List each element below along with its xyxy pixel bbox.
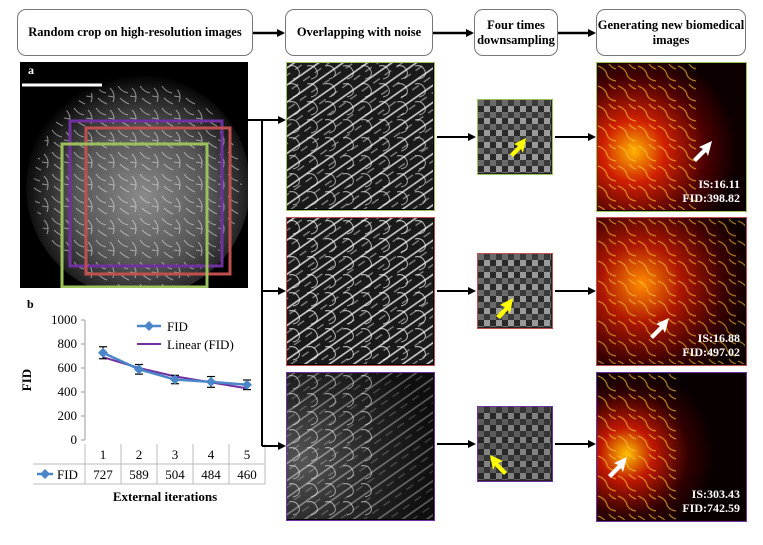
downsampled-image-2	[477, 253, 553, 329]
noise-image-svg	[287, 373, 433, 519]
legend-label-linear: Linear (FID)	[167, 337, 234, 352]
downsampled-image-1	[477, 99, 553, 175]
downsampled-image-3	[477, 406, 553, 482]
y-tick-label: 200	[58, 408, 78, 423]
generated-metrics-3: IS:303.43 FID:742.59	[682, 487, 740, 515]
stage-box-crop: Random crop on high-resolution images	[17, 9, 253, 56]
yellow-arrow	[496, 298, 513, 319]
table-cell-value: 727	[93, 467, 113, 482]
table-cell-value: 589	[129, 467, 149, 482]
x-category-label: 2	[136, 447, 143, 462]
generated-image-3: IS:303.43 FID:742.59	[596, 372, 747, 522]
stage-box-downsampling: Four times downsampling	[474, 9, 558, 56]
yellow-arrow	[490, 455, 507, 475]
fid-point	[242, 379, 252, 390]
table-cell-value: 484	[201, 467, 221, 482]
generated-image-2: IS:16.88 FID:497.02	[596, 217, 747, 366]
downsampled-svg	[478, 407, 551, 480]
yellow-arrow	[510, 138, 526, 157]
y-tick-label: 600	[58, 360, 78, 375]
legend-marker-fid	[144, 321, 154, 331]
x-category-label: 5	[244, 447, 251, 462]
x-axis-title: External iterations	[113, 489, 217, 504]
downsampled-svg	[478, 254, 551, 327]
fid-point	[98, 347, 108, 358]
stage-box-noise: Overlapping with noise	[285, 9, 433, 56]
y-tick-label: 800	[58, 336, 78, 351]
generated-metrics-2: IS:16.88 FID:497.02	[682, 331, 740, 359]
source-image: a	[20, 62, 248, 288]
fid-point	[206, 376, 216, 387]
generated-svg	[597, 218, 745, 364]
stage-label: Random crop on high-resolution images	[28, 25, 242, 39]
noise-image-svg	[287, 63, 433, 209]
noise-image-svg	[287, 218, 433, 364]
stage-label: Generating new biomedical images	[597, 17, 745, 47]
is-score: IS:16.88	[697, 331, 740, 345]
table-legend-marker	[40, 469, 50, 479]
stage-label: Four times downsampling	[477, 17, 555, 47]
generated-svg	[597, 63, 745, 210]
x-category-label: 4	[208, 447, 215, 462]
generated-metrics-1: IS:16.11 FID:398.82	[682, 177, 740, 205]
noise-image-3	[286, 372, 435, 521]
crop-box-red	[84, 126, 232, 276]
fid-point	[134, 364, 144, 375]
is-score: IS:16.11	[698, 177, 740, 191]
noise-image-1	[286, 62, 435, 211]
table-cell-value: 460	[237, 467, 257, 482]
y-tick-label: 0	[71, 432, 78, 447]
chart-marks: FID Linear (FID)	[98, 319, 252, 391]
fid-score: FID:497.02	[682, 345, 740, 359]
crop-box-purple	[68, 119, 224, 268]
y-tick-label: 400	[58, 384, 78, 399]
generated-image-1: IS:16.11 FID:398.82	[596, 62, 747, 212]
downsampled-svg	[478, 100, 551, 173]
source-image-svg	[22, 74, 248, 288]
fid-score: FID:398.82	[682, 191, 740, 205]
panel-label-a: a	[28, 63, 34, 77]
white-arrow	[650, 318, 669, 339]
x-category-label: 1	[100, 447, 107, 462]
y-tick-label: 1000	[51, 312, 77, 327]
chart-axes: 0 200 400 600 800 1000 FID	[19, 312, 86, 447]
table-row-label: FID	[57, 467, 78, 482]
white-arrow	[693, 141, 712, 162]
stage-label: Overlapping with noise	[296, 25, 422, 39]
white-arrow	[608, 457, 627, 478]
fid-score: FID:742.59	[682, 501, 740, 515]
crop-box-green	[60, 142, 209, 288]
panel-label-b: b	[27, 297, 34, 311]
generated-svg	[597, 373, 745, 520]
legend-label-fid: FID	[167, 319, 188, 334]
table-cell-value: 504	[165, 467, 185, 482]
y-axis-title: FID	[19, 369, 34, 391]
fid-chart: 0 200 400 600 800 1000 FID FID Linear (FID) 1 2 3…	[19, 312, 266, 504]
noise-image-2	[286, 217, 435, 366]
is-score: IS:303.43	[691, 487, 740, 501]
stage-box-generate: Generating new biomedical images	[596, 9, 746, 56]
chart-data-table: 1 2 3 4 5 727 589 504 484 460 FID External iteratio…	[33, 444, 266, 504]
fid-point	[170, 374, 180, 385]
x-category-label: 3	[172, 447, 179, 462]
